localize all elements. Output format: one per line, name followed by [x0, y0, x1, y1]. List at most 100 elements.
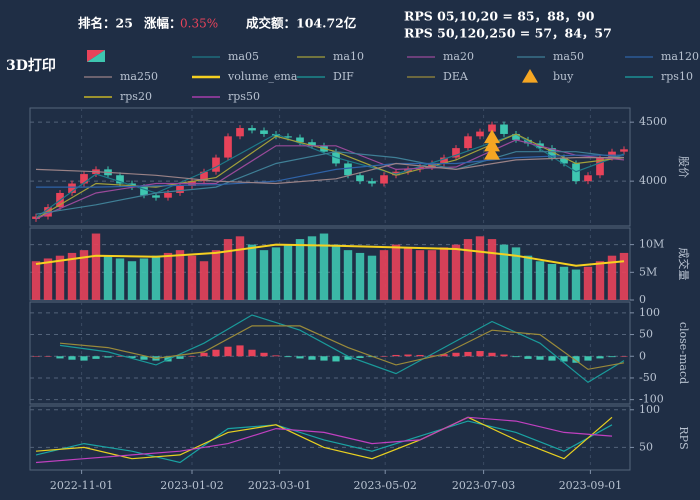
candle-body: [512, 133, 520, 140]
macd-bar: [548, 356, 556, 361]
legend-label: volume_ema: [227, 70, 298, 83]
volume-bar: [163, 252, 173, 300]
volume-bar: [547, 264, 557, 300]
legend-label: ma120: [661, 50, 699, 63]
candle-body: [68, 183, 76, 193]
candle-body: [452, 148, 460, 158]
volume-bar: [571, 269, 581, 300]
candle-body: [80, 174, 88, 184]
volume-bar: [427, 250, 437, 300]
macd-bar: [404, 354, 412, 357]
candle-body: [164, 192, 172, 198]
macd-bar: [356, 356, 364, 358]
y-axis-label: 股价: [677, 156, 690, 178]
macd-bar: [584, 356, 592, 361]
macd-bar: [176, 356, 184, 359]
candle-body: [272, 133, 280, 137]
macd-bar: [32, 356, 40, 357]
volume-bar: [439, 247, 449, 300]
x-tick-label: 2023-09-01: [559, 479, 622, 492]
y-tick-label: 100: [639, 403, 660, 416]
candle-body: [380, 175, 388, 184]
macd-bar: [392, 354, 400, 357]
macd-bar: [80, 356, 88, 361]
candle-body: [464, 136, 472, 149]
y-tick-label: -50: [639, 371, 657, 384]
volume-bar: [463, 239, 473, 300]
macd-bar: [236, 345, 244, 357]
series-line: [35, 157, 624, 185]
volume-bar: [451, 244, 461, 300]
candle-body: [440, 157, 448, 164]
y-tick-label: 4500: [639, 115, 667, 128]
legend-icon: [522, 69, 538, 83]
volume-bar: [283, 244, 293, 300]
candle-body: [248, 128, 256, 131]
volume-bar: [619, 252, 629, 300]
volume-bar: [331, 244, 341, 300]
rank: 排名：25: [78, 16, 133, 31]
macd-bar: [68, 356, 76, 360]
panel-frame: [29, 301, 631, 405]
candle-body: [116, 175, 124, 184]
volume-bar: [259, 250, 269, 300]
legend-label: DEA: [443, 70, 469, 83]
macd-bar: [488, 352, 496, 357]
macd-bar: [92, 356, 100, 359]
candle-body: [212, 157, 220, 172]
y-tick-label: 5M: [639, 265, 657, 278]
macd-bar: [140, 356, 148, 360]
macd-bar: [116, 356, 124, 357]
volume-bar: [475, 236, 485, 300]
candle-body: [236, 128, 244, 137]
volume-bar: [307, 236, 317, 300]
volume-bar: [55, 255, 65, 300]
candle-body: [308, 142, 316, 146]
candle-body: [140, 187, 148, 196]
candle-body: [560, 157, 568, 164]
macd-bar: [500, 354, 508, 357]
legend-label: ma250: [120, 70, 158, 83]
macd-bar: [416, 354, 424, 357]
candle-body: [224, 136, 232, 158]
macd-bar: [332, 356, 340, 362]
macd-bar: [512, 356, 520, 358]
volume-bar: [247, 244, 257, 300]
candle-body: [152, 195, 160, 198]
candle-body: [500, 124, 508, 134]
candle-body: [344, 163, 352, 176]
volume-bar: [583, 266, 593, 300]
volume-bar: [211, 250, 221, 300]
candle-body: [488, 124, 496, 132]
macd-bar: [428, 355, 436, 357]
panel-frame: [29, 107, 631, 227]
macd-bar: [464, 351, 472, 357]
turnover: 成交额：104.72亿: [246, 16, 356, 31]
volume-bar: [379, 250, 389, 300]
legend-label: ma10: [333, 50, 364, 63]
volume-bar: [499, 244, 509, 300]
volume-bar: [271, 247, 281, 300]
change: 0.35%: [180, 17, 218, 31]
macd-bar: [248, 349, 256, 357]
legend-label: DIF: [333, 70, 354, 83]
volume-bar: [295, 239, 305, 300]
y-tick-label: 0: [639, 349, 646, 362]
legend-candle-icon: [87, 50, 105, 62]
series-line: [35, 420, 613, 464]
candle-body: [548, 148, 556, 158]
legend-label: buy: [553, 70, 574, 83]
candle-body: [176, 185, 184, 193]
series-line: [36, 154, 624, 188]
legend-icon: [87, 50, 105, 62]
sector: 3D打印: [6, 57, 56, 74]
y-tick-label: 4000: [639, 174, 667, 187]
legend-label: ma50: [553, 50, 584, 63]
macd-bar: [308, 356, 316, 360]
x-tick-label: 2023-03-01: [248, 479, 311, 492]
volume-bar: [559, 266, 569, 300]
volume-bar: [91, 233, 101, 300]
